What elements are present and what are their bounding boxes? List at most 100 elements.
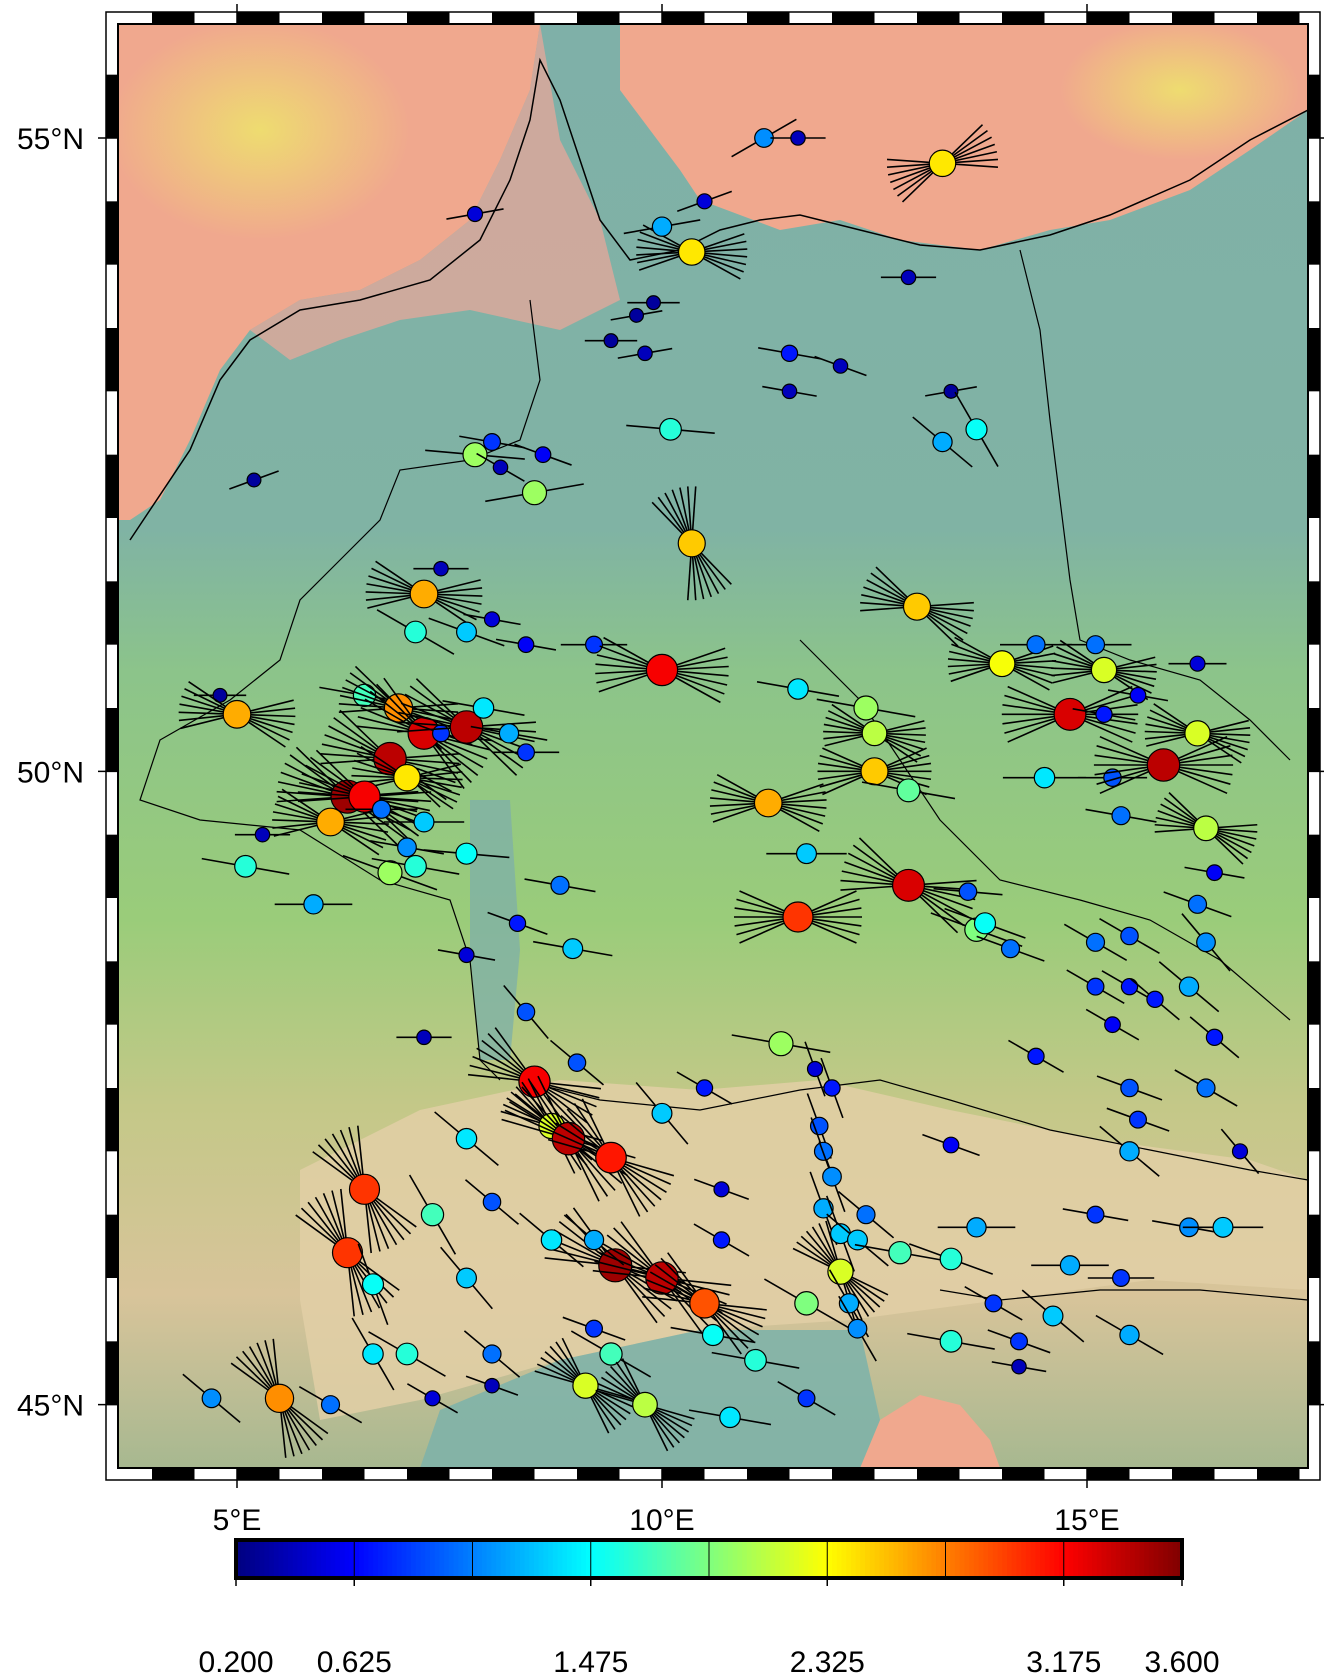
station-marker	[817, 747, 932, 796]
station-circle	[677, 529, 706, 558]
station-circle	[1111, 806, 1131, 826]
colorbar-segment	[586, 1540, 592, 1578]
station-circle	[1205, 1028, 1224, 1047]
colorbar-segment	[699, 1540, 705, 1578]
station-marker	[731, 118, 797, 158]
colorbar-segment	[1068, 1540, 1074, 1578]
station-marker	[854, 1240, 946, 1265]
colorbar-segment	[713, 1540, 720, 1578]
colorbar-segment	[491, 1540, 497, 1578]
station-marker	[651, 486, 732, 601]
station-marker	[464, 1179, 520, 1225]
station-circle	[377, 860, 403, 886]
colorbar-segment	[538, 1540, 545, 1578]
station-circle	[768, 1031, 794, 1057]
station-marker	[823, 703, 926, 763]
colorbar-segment	[571, 1540, 578, 1578]
colorbar-segment	[552, 1540, 559, 1578]
station-circle	[1090, 656, 1118, 684]
colorbar-segment	[1082, 1540, 1088, 1578]
station-marker	[442, 697, 525, 719]
colorbar-segment	[619, 1540, 625, 1578]
colorbar-segment	[661, 1540, 668, 1578]
station-marker	[487, 911, 548, 935]
station-marker	[1008, 1039, 1064, 1073]
station-circle	[498, 723, 520, 744]
colorbar-segment	[500, 1540, 507, 1578]
colorbar-segment	[642, 1540, 649, 1578]
station-circle	[689, 1288, 720, 1319]
station-marker	[907, 1329, 995, 1353]
colorbar-segment	[595, 1540, 601, 1578]
colorbar-segment	[855, 1540, 861, 1578]
station-marker	[230, 1338, 329, 1458]
station-marker	[178, 681, 296, 748]
station-marker	[463, 611, 521, 628]
station-circle	[1086, 1205, 1105, 1224]
colorbar-segment	[950, 1540, 956, 1578]
colorbar-segment	[831, 1540, 838, 1578]
colorbar-segment	[448, 1540, 455, 1578]
station-marker	[524, 875, 596, 895]
colorbar-segment	[1172, 1540, 1178, 1578]
station-circle	[651, 1102, 673, 1124]
station-marker	[463, 1330, 521, 1378]
colorbar-segment	[453, 1540, 459, 1578]
colorbar-segment	[732, 1540, 738, 1578]
colorbar-segment	[1111, 1540, 1117, 1578]
station-marker	[861, 778, 956, 803]
colorbar: 0.200 0.625 1.475 2.325 3.175 3.600	[198, 1538, 1220, 1677]
station-circle	[832, 358, 849, 374]
station-marker	[533, 938, 613, 960]
colorbar-segment	[392, 1540, 398, 1578]
colorbar-segment	[1016, 1540, 1022, 1578]
colorbar-segment	[623, 1540, 630, 1578]
station-marker	[838, 1295, 877, 1362]
station-marker	[937, 1217, 1016, 1238]
station-circle	[466, 205, 484, 223]
colorbar-segment	[269, 1540, 275, 1578]
colorbar-segment	[803, 1540, 809, 1578]
coastline	[129, 57, 1308, 541]
station-circle	[540, 1229, 563, 1251]
baltic-shallows	[1060, 24, 1300, 160]
colorbar-segment	[936, 1540, 942, 1578]
station-circle	[483, 433, 502, 452]
station-circle	[393, 763, 421, 792]
frame-band-top	[407, 12, 450, 24]
station-circle	[483, 611, 501, 628]
colorbar-segment	[1087, 1540, 1093, 1578]
station-marker	[370, 837, 444, 858]
station-marker	[357, 1243, 389, 1326]
colorbar-segment	[590, 1540, 597, 1578]
station-circle	[416, 1029, 432, 1046]
station-marker	[562, 1316, 626, 1341]
colorbar-segment	[869, 1540, 876, 1578]
station-marker	[595, 636, 729, 704]
station-circle	[1196, 932, 1216, 953]
station-circle	[659, 417, 682, 441]
station-marker	[570, 1330, 652, 1378]
station-circle	[628, 307, 644, 323]
station-marker	[413, 560, 469, 577]
station-marker	[1059, 635, 1132, 655]
station-marker	[297, 749, 432, 844]
station-marker	[886, 124, 999, 203]
station-circle	[472, 697, 495, 719]
station-circle	[1026, 635, 1046, 655]
colorbar-segment	[283, 1540, 289, 1578]
station-marker	[1072, 705, 1136, 724]
station-circle	[932, 431, 953, 453]
colorbar-tick-label: 0.200	[198, 1646, 273, 1677]
colorbar-border	[234, 1538, 1184, 1580]
station-circle	[1009, 1332, 1028, 1351]
station-marker	[368, 1331, 446, 1377]
colorbar-segment	[865, 1540, 871, 1578]
colorbar-segment	[288, 1540, 294, 1578]
colorbar-segment	[794, 1540, 800, 1578]
frame-band-right	[1308, 201, 1320, 265]
station-circle	[595, 1141, 627, 1174]
colorbar-segment	[609, 1540, 615, 1578]
colorbar-segment	[340, 1540, 346, 1578]
station-marker	[229, 470, 279, 490]
